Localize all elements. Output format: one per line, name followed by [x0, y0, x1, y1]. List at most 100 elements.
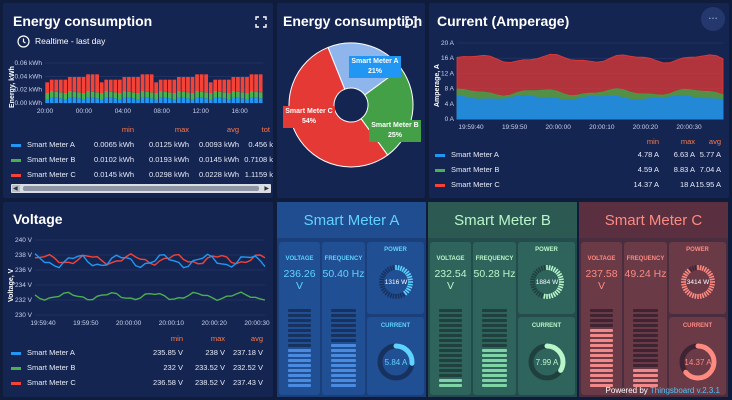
power-gauge-tick: [392, 265, 395, 271]
voltage-legend-row-a[interactable]: Smart Meter A 235.85 V 238 V 237.18 V: [11, 348, 271, 360]
y-tick-label: 0.06 kWh: [15, 60, 43, 67]
energy-bar: [226, 93, 231, 99]
level-bar: [590, 309, 613, 312]
power-gauge-tick: [705, 268, 710, 274]
energy-bar: [208, 99, 213, 103]
energy-bar: [186, 98, 190, 103]
voltage-legend-row-b[interactable]: Smart Meter B 232 V 233.52 V 232.52 V: [11, 363, 271, 375]
voltage-legend-row-c[interactable]: Smart Meter C 236.58 V 238.52 V 237.43 V: [11, 378, 271, 390]
power-gauge-tick: [533, 289, 539, 294]
energy-bar: [240, 98, 245, 103]
level-bar: [482, 324, 507, 327]
energy-bar: [117, 93, 122, 99]
power-gauge-tick: [684, 270, 690, 275]
y-tick-label: 238 V: [15, 252, 33, 259]
energy-bar: [217, 79, 222, 92]
pie-label-a: Smart Meter A 21%: [349, 56, 401, 78]
y-tick-label: 240 V: [15, 237, 33, 244]
level-bar: [590, 314, 613, 317]
pie-title: Energy consumption: [283, 13, 423, 29]
level-bar: [331, 334, 356, 337]
level-bar: [482, 314, 507, 317]
level-bar: [331, 309, 356, 312]
energy-bar: [122, 91, 127, 97]
energy-bar: [190, 93, 195, 99]
user-avatar[interactable]: • • •: [701, 7, 725, 31]
energy-bar: [136, 93, 140, 99]
power-gauge-tick: [701, 293, 705, 299]
energy-bar: [95, 74, 99, 93]
energy-bar: [81, 99, 86, 103]
power-gauge-tick: [401, 291, 406, 298]
energy-bar: [136, 77, 140, 93]
energy-legend-row-a[interactable]: Smart Meter A 0.0065 kWh 0.0125 kWh 0.00…: [11, 140, 273, 152]
power-gauge-tick: [709, 283, 715, 286]
level-bar: [482, 354, 507, 357]
current-col-avg: avg: [708, 137, 721, 146]
brand-link[interactable]: Thingsboard v.2.3.1: [649, 386, 720, 395]
voltage-box: VOLTAGE 237.58 V: [581, 242, 622, 395]
level-bar: [482, 384, 507, 387]
level-bar: [590, 334, 613, 337]
energy-col-tot: tot: [261, 125, 270, 134]
energy-bar: [199, 97, 204, 103]
energy-bar: [104, 97, 109, 103]
voltage-col-avg: avg: [250, 334, 263, 343]
level-bar: [288, 339, 311, 342]
energy-bar: [108, 97, 113, 103]
energy-bar: [95, 98, 99, 103]
scroll-right-icon[interactable]: ▶: [264, 186, 269, 192]
power-gauge-tick: [699, 265, 702, 271]
level-bar: [439, 369, 462, 372]
energy-legend-row-c[interactable]: Smart Meter C 0.0145 kWh 0.0298 kWh 0.02…: [11, 170, 273, 182]
current-legend-row-b[interactable]: Smart Meter B 4.59 A 8.83 A 7.04 A: [435, 165, 727, 177]
energy-bar: [163, 79, 168, 92]
x-tick-label: 08:00: [154, 108, 171, 115]
level-bar: [633, 339, 658, 342]
power-gauge-tick: [550, 265, 554, 271]
power-gauge-tick: [389, 293, 393, 299]
power-gauge-tick: [379, 275, 385, 279]
smart-meter-card-b: Smart Meter B VOLTAGE 232.54 V FREQUENCY…: [428, 202, 577, 397]
y-tick-label: 0.04 kWh: [15, 73, 43, 80]
x-tick-label: 20:00:00: [546, 124, 572, 131]
scroll-left-icon[interactable]: ◀: [13, 186, 18, 192]
level-bar: [590, 339, 613, 342]
level-bar: [482, 349, 507, 352]
energy-bar: [99, 82, 104, 93]
energy-bar: [81, 93, 86, 99]
energy-bar: [113, 92, 118, 99]
energy-bar: [226, 99, 231, 103]
current-box: CURRENT 14.37 A: [669, 317, 726, 395]
x-tick-label: 20:00:30: [676, 124, 702, 131]
pie-label-c: Smart Meter C 54%: [283, 106, 335, 128]
level-bar: [439, 309, 462, 312]
energy-bar: [236, 77, 240, 92]
level-bar: [331, 379, 356, 382]
power-gauge-tick: [691, 265, 695, 271]
voltage-col-max: max: [210, 334, 225, 343]
current-legend-row-a[interactable]: Smart Meter A 4.78 A 6.63 A 5.77 A: [435, 150, 727, 162]
energy-bar: [258, 92, 263, 99]
power-gauge-tick: [379, 283, 385, 286]
fullscreen-icon[interactable]: [405, 15, 417, 28]
power-gauge-tick: [703, 291, 708, 298]
current-legend-row-c[interactable]: Smart Meter C 14.37 A 18 A 15.95 A: [435, 180, 727, 192]
realtime-label: Realtime - last day: [35, 36, 106, 46]
meter-title: Smart Meter C: [579, 202, 728, 238]
energy-bar: [104, 79, 109, 91]
fullscreen-icon[interactable]: [255, 15, 267, 28]
level-bar: [633, 369, 658, 372]
energy-col-max: max: [174, 125, 189, 134]
power-gauge-tick: [694, 265, 697, 271]
energy-col-min: min: [121, 125, 134, 134]
horizontal-scrollbar[interactable]: ◀ ▶: [11, 184, 271, 193]
level-bar: [633, 329, 658, 332]
energy-legend-row-b[interactable]: Smart Meter B 0.0102 kWh 0.0193 kWh 0.01…: [11, 155, 273, 167]
voltage-ylabel: Voltage, V: [8, 268, 15, 302]
x-tick-label: 19:59:50: [502, 124, 528, 131]
legend-swatch: [11, 144, 21, 147]
y-tick-label: 4 A: [445, 101, 455, 108]
level-bar: [633, 319, 658, 322]
power-gauge-tick: [705, 290, 710, 296]
